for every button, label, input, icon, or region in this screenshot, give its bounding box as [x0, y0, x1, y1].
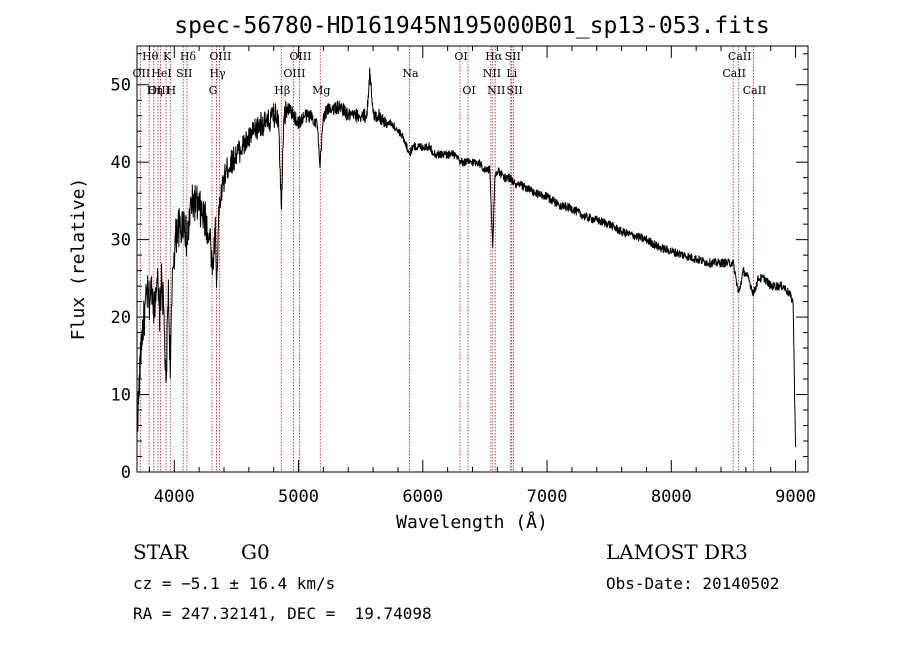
- y-tick-label-2: 20: [111, 308, 131, 328]
- chart-title: spec-56780-HD161945N195000B01_sp13-053.f…: [174, 13, 769, 39]
- line-marker-label-12: Hβ: [274, 84, 290, 97]
- line-marker-label-21: NII: [487, 84, 505, 97]
- x-axis-ticks: 4000 5000 6000 7000 8000 9000: [148, 46, 816, 507]
- line-marker-label-8: Hδ: [180, 50, 197, 63]
- y-axis-label: Flux (relative): [68, 178, 89, 341]
- line-marker-label-19: NII: [483, 67, 501, 80]
- y-tick-label-3: 30: [111, 231, 131, 251]
- obs-date: Obs-Date: 20140502: [606, 574, 779, 593]
- line-marker-label-23: SII: [505, 50, 521, 63]
- line-marker-label-18: OI: [462, 84, 475, 97]
- line-marker-label-10: Hγ: [209, 67, 226, 80]
- line-marker-label-7: SII: [176, 67, 192, 80]
- line-marker-label-25: CaII: [722, 67, 746, 80]
- object-subclass: G0: [241, 540, 270, 564]
- y-tick-label-0: 0: [121, 463, 131, 483]
- line-marker-label-3: OIII: [148, 84, 170, 97]
- redshift-cz: cz = −5.1 ± 16.4 km/s: [133, 574, 335, 593]
- plot-frame: [136, 45, 809, 473]
- line-marker-label-26: CaII: [728, 50, 752, 63]
- x-tick-label-3: 7000: [527, 487, 568, 507]
- line-marker-label-17: OI: [454, 50, 467, 63]
- y-axis-ticks: 0 10 20 30 40 50: [111, 53, 808, 483]
- line-marker-label-4: HeI: [151, 67, 171, 80]
- line-marker-label-24: SII: [507, 84, 523, 97]
- line-marker-label-13: OIII: [283, 67, 305, 80]
- x-tick-label-5: 9000: [775, 487, 816, 507]
- line-marker-label-11: OIII: [209, 50, 231, 63]
- line-marker-label-16: Na: [402, 67, 419, 80]
- y-tick-label-1: 10: [111, 386, 131, 406]
- line-marker-label-5: K: [163, 50, 172, 63]
- object-class: STAR: [133, 540, 189, 564]
- line-marker-label-15: Mg: [312, 84, 330, 97]
- coordinates: RA = 247.32141, DEC = 19.74098: [133, 604, 432, 623]
- line-marker-label-2: Hη: [147, 84, 163, 97]
- spectral-line-labels: OIIHθHηOIIIHeIKHSIIHδGHγOIIIHβOIIIOIIIMg…: [132, 50, 766, 97]
- x-tick-label-0: 4000: [154, 487, 195, 507]
- x-axis-label: Wavelength (Å): [396, 511, 548, 533]
- x-tick-label-1: 5000: [278, 487, 319, 507]
- line-marker-label-9: G: [209, 84, 218, 97]
- survey-name: LAMOST DR3: [606, 540, 748, 564]
- line-marker-label-22: Li: [506, 67, 517, 80]
- y-tick-label-4: 40: [111, 153, 131, 173]
- line-marker-label-20: Hα: [485, 50, 503, 63]
- x-tick-label-2: 6000: [402, 487, 443, 507]
- line-marker-label-1: Hθ: [142, 50, 159, 63]
- spectrum-line: [136, 67, 797, 448]
- x-tick-label-4: 8000: [651, 487, 692, 507]
- y-tick-label-5: 50: [111, 76, 131, 96]
- line-marker-label-14: OIII: [289, 50, 311, 63]
- line-marker-label-6: H: [167, 84, 177, 97]
- spectral-line-markers: [139, 46, 754, 472]
- line-marker-label-27: CaII: [743, 84, 767, 97]
